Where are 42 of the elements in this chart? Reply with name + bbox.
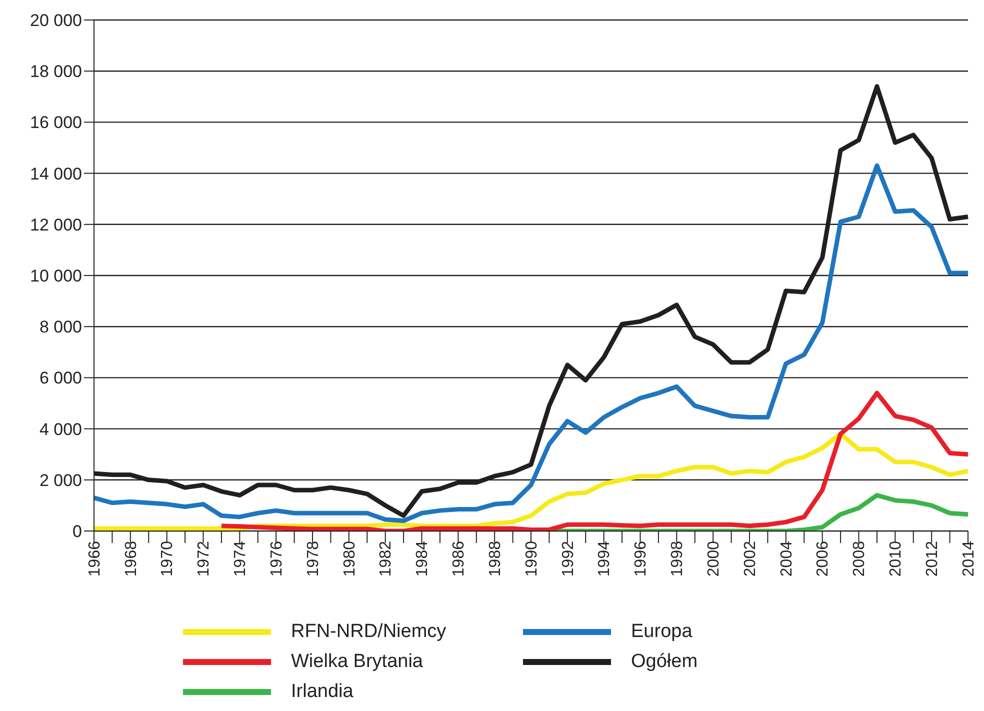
x-tick-label: 1984 [414,540,432,577]
x-tick-label: 1968 [122,540,140,577]
y-tick-label: 10 000 [30,266,82,286]
x-tick-label: 1994 [596,540,614,577]
x-tick-label: 2004 [778,540,796,577]
x-tick-label: 1980 [341,540,358,577]
x-tick-label: 1998 [669,540,686,577]
x-tick-label: 1976 [268,540,286,577]
x-tick-label: 1996 [632,540,650,577]
legend-label: RFN-NRD/Niemcy [291,621,446,643]
x-tick-label: 1990 [523,540,540,577]
x-tick-label: 1992 [560,540,577,577]
x-tick-label: 2014 [960,540,978,577]
x-tick-label: 1986 [450,540,468,577]
x-tick-label: 2006 [814,540,832,577]
x-tick-label: 1978 [304,540,322,577]
line-series [219,390,970,531]
x-tick-label: 2008 [851,540,868,577]
y-tick-label: 8 000 [39,318,82,337]
x-tick-label: 2012 [924,540,941,577]
y-tick-label: 14 000 [30,164,82,184]
x-tick-label: 1974 [232,540,250,577]
y-tick-label: 0 [72,522,82,542]
x-tick-label: 2010 [888,540,905,577]
y-tick-label: 4 000 [39,420,82,439]
x-tick-label: 1982 [378,540,395,577]
y-tick-label: 12 000 [30,215,82,234]
legend-label: Irlandia [291,681,354,703]
y-tick-label: 2 000 [39,470,82,490]
y-tick-label: 20 000 [30,11,82,30]
x-tick-label: 1966 [86,540,104,577]
y-tick-label: 18 000 [30,62,82,82]
legend-label: Wielka Brytania [291,651,423,673]
x-tick-label: 2002 [742,540,759,577]
legend-label: Ogółem [631,651,698,673]
x-tick-label: 1972 [196,540,213,577]
x-tick-label: 1970 [159,540,176,577]
legend-label: Europa [631,621,692,643]
y-tick-label: 16 000 [30,113,82,132]
x-tick-label: 2000 [705,540,722,577]
y-tick-label: 6 000 [39,368,82,388]
x-tick-label: 1988 [486,540,504,577]
